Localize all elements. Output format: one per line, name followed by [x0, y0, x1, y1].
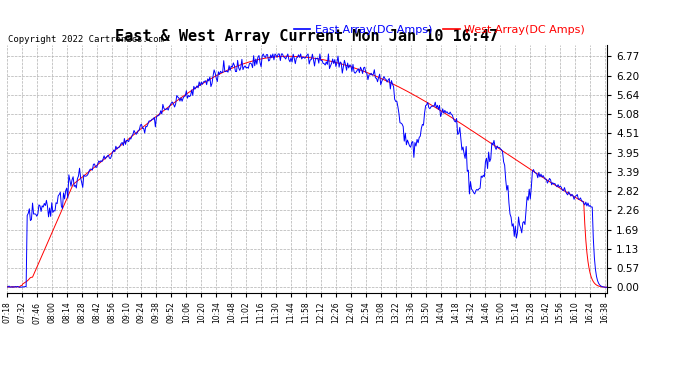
Legend: East Array(DC Amps), West Array(DC Amps): East Array(DC Amps), West Array(DC Amps) [289, 21, 590, 40]
Title: East & West Array Current Mon Jan 10 16:47: East & West Array Current Mon Jan 10 16:… [115, 29, 499, 44]
Text: Copyright 2022 Cartronics.com: Copyright 2022 Cartronics.com [8, 35, 164, 44]
